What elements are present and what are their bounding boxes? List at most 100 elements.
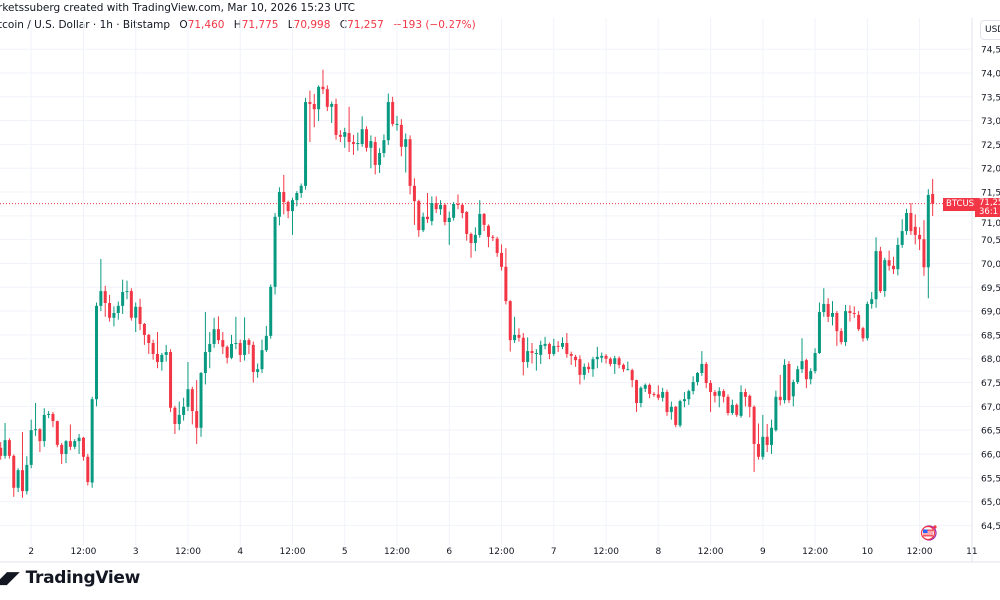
candle-down: [495, 238, 499, 253]
candle-up: [260, 350, 264, 370]
candle-up: [203, 352, 207, 373]
candle-up: [330, 103, 334, 107]
candle-up: [208, 343, 212, 353]
symbol-legend: tcoin / U.S. Dollar · 1h · Bitstamp O71,…: [0, 19, 476, 31]
candle-down: [735, 404, 739, 415]
candle-down: [931, 193, 935, 204]
chart-attribution: rketssuberg created with TradingView.com…: [0, 2, 355, 14]
price-axis-label: 68,500: [981, 331, 1000, 341]
candle-up: [160, 354, 164, 363]
candle-down: [756, 443, 760, 457]
candle-down: [334, 103, 338, 135]
candle-down: [282, 192, 286, 203]
candle-up: [900, 231, 904, 245]
symbol-description[interactable]: tcoin / U.S. Dollar · 1h · Bitstamp: [0, 19, 171, 31]
candle-up: [865, 303, 869, 339]
candle-up: [800, 361, 804, 370]
candle-down: [373, 142, 377, 165]
candle-up: [682, 399, 686, 402]
candle-up: [809, 371, 813, 380]
time-axis-label: 2: [28, 547, 34, 557]
candle-up: [64, 441, 68, 454]
candle-down: [565, 343, 569, 354]
us-flag-event-icon[interactable]: [920, 525, 937, 541]
open-value: 71,460: [187, 19, 225, 31]
candle-down: [556, 345, 560, 347]
candle-up: [199, 373, 203, 428]
price-axis-label: 64,500: [981, 522, 1000, 532]
price-axis-label: 72,500: [981, 141, 1000, 151]
candle-down: [578, 359, 582, 375]
candle-down: [60, 444, 64, 454]
candle-up: [717, 391, 721, 396]
candle-down: [778, 396, 782, 401]
candle-down: [365, 129, 369, 148]
candle-up: [883, 260, 887, 292]
candle-down: [517, 334, 521, 338]
candle-up: [369, 141, 373, 148]
candle-up: [926, 194, 930, 268]
flag-part: [923, 529, 928, 533]
candle-down: [308, 102, 312, 104]
price-axis-label: 67,000: [981, 403, 1000, 413]
price-axis-label: 70,000: [981, 260, 1000, 270]
candle-down: [225, 346, 229, 358]
candle-up: [3, 440, 7, 456]
time-axis-label: 12:00: [489, 547, 515, 557]
candle-down: [652, 393, 656, 395]
candle-up: [643, 384, 647, 389]
candle-down: [325, 89, 329, 107]
time-axis-label: 12:00: [175, 547, 201, 557]
price-axis-label: 72,000: [981, 165, 1000, 175]
candle-down: [861, 328, 865, 339]
high-value: 71,775: [241, 19, 279, 31]
candle-down: [569, 353, 573, 356]
candle-down: [621, 364, 625, 370]
time-axis-label: 12:00: [384, 547, 410, 557]
time-axis-label: 12:00: [802, 547, 828, 557]
candle-up: [539, 344, 543, 355]
candle-down: [835, 313, 839, 332]
candle-up: [430, 203, 434, 222]
symbol-price-label: BTCUSD: [943, 198, 984, 211]
price-axis-label: 73,500: [981, 93, 1000, 103]
candle-down: [635, 380, 639, 403]
candle-up: [234, 343, 238, 344]
candle-up: [404, 139, 408, 147]
candle-down: [530, 351, 534, 353]
candle-down: [656, 394, 660, 398]
candle-up: [896, 244, 900, 270]
price-axis-label: 71,000: [981, 219, 1000, 229]
price-axis-label: 68,000: [981, 355, 1000, 365]
candle-down: [765, 436, 769, 445]
currency-button[interactable]: USD: [980, 20, 1000, 40]
candle-up: [543, 343, 547, 346]
candle-down: [704, 363, 708, 383]
flag-part: [923, 529, 933, 537]
candle-up: [360, 129, 364, 144]
price-axis-label: 69,000: [981, 308, 1000, 318]
candle-up: [473, 234, 477, 243]
candle-up: [264, 335, 268, 351]
candle-down: [347, 133, 351, 143]
time-axis-label: 5: [342, 547, 348, 557]
candle-up: [874, 251, 878, 300]
candle-up: [356, 143, 360, 144]
candle-up: [16, 470, 20, 488]
open-label: O: [179, 19, 188, 31]
candle-up: [77, 437, 81, 442]
candle-down: [147, 334, 151, 343]
candle-down: [574, 356, 578, 361]
candle-down: [456, 203, 460, 205]
last-price: 71,257: [979, 197, 1000, 208]
price-axis-label: 66,000: [981, 450, 1000, 460]
candle-down: [321, 86, 325, 90]
candle-down: [722, 391, 726, 397]
tradingview-logo[interactable]: ◢◤ TradingView: [0, 568, 140, 588]
candle-up: [796, 369, 800, 383]
candle-down: [852, 313, 856, 314]
candle-down: [648, 384, 652, 394]
candle-down: [460, 204, 464, 213]
candle-down: [351, 142, 355, 144]
